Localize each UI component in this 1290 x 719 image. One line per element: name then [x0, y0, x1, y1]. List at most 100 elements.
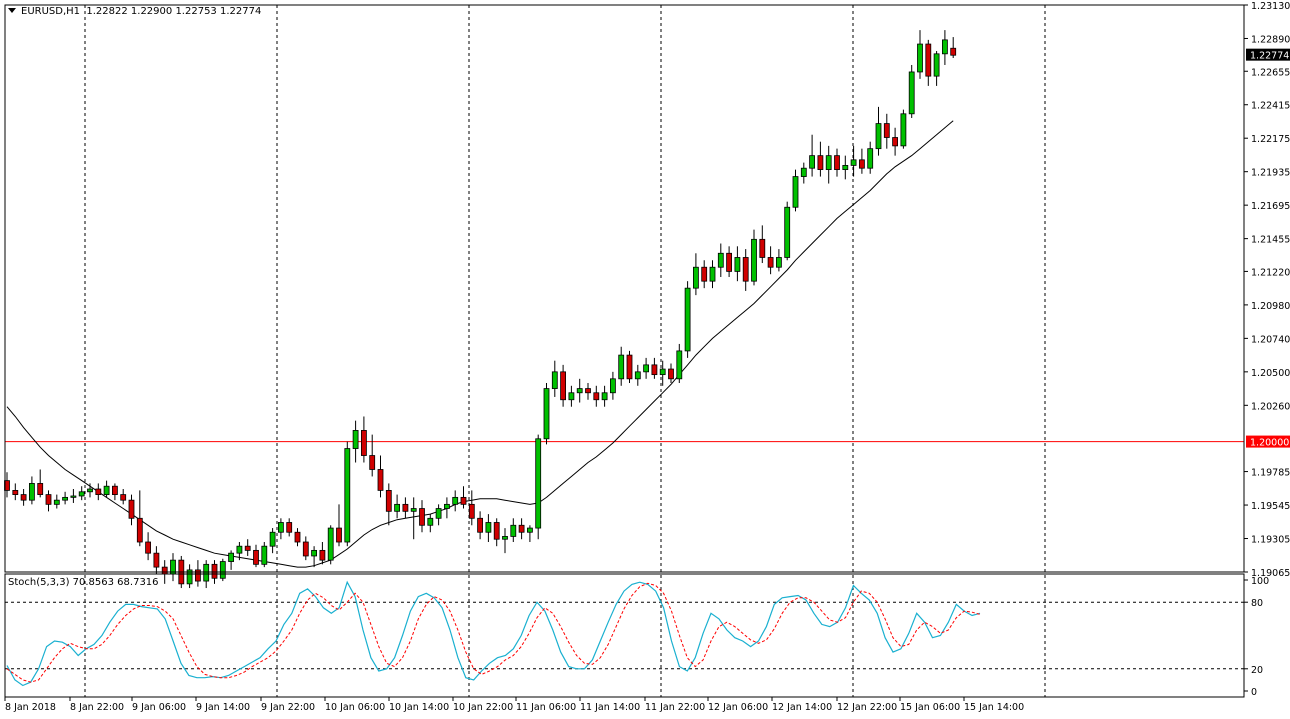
y-tick-label: 1.19065 [1251, 568, 1290, 579]
candle-body-bear [419, 508, 425, 526]
candle-body-bull [53, 499, 60, 505]
stoch-tick-label: 100 [1251, 576, 1269, 587]
candle-98 [817, 141, 824, 177]
candle-20 [170, 553, 176, 582]
candle-body-bear [668, 368, 674, 380]
x-tick-label: 15 Jan 06:00 [900, 702, 960, 713]
level-price-tag-label: 1.20000 [1250, 438, 1289, 449]
candle-90 [751, 229, 757, 286]
candle-40 [336, 504, 342, 547]
candle-4 [37, 469, 44, 498]
candle-56 [468, 490, 475, 526]
candle-63 [527, 525, 533, 543]
stoch-axis: 100 80 20 0 [1244, 576, 1269, 698]
candle-body-bear [726, 252, 732, 272]
candle-37 [311, 546, 318, 568]
candle-46 [385, 483, 392, 526]
candle-body-bull [203, 563, 210, 582]
y-tick-label: 1.20500 [1251, 368, 1290, 379]
price-axis[interactable]: 1.23130 1.22890 1.22655 1.22415 1.22175 1.219… [1244, 1, 1290, 579]
candle-70 [585, 383, 591, 400]
candle-body-bear [402, 503, 409, 512]
candle-body-bear [701, 266, 708, 282]
candle-body-bull [70, 495, 77, 498]
candle-36 [302, 536, 309, 561]
candle-body-bear [385, 490, 392, 512]
stoch-label: Stoch(5,3,3) 70.8563 68.7316 [8, 577, 159, 588]
candle-2 [20, 489, 27, 506]
candle-body-bear [925, 43, 932, 77]
candle-100 [834, 148, 840, 177]
candle-94 [784, 201, 791, 261]
grid-lines [5, 5, 1244, 697]
candle-87 [726, 246, 732, 277]
candle-62 [518, 518, 525, 540]
x-tick-label: 9 Jan 22:00 [261, 702, 315, 713]
x-tick-label: 8 Jan 22:00 [70, 702, 124, 713]
y-tick-label: 1.19545 [1251, 501, 1290, 512]
candle-body-bull [236, 545, 243, 554]
candle-body-bull [784, 206, 791, 258]
time-axis[interactable]: 8 Jan 2018 8 Jan 22:00 9 Jan 06:00 9 Jan 14… [4, 697, 1024, 713]
candle-34 [286, 518, 293, 537]
candle-body-bear [834, 155, 840, 170]
candle-body-bear [468, 503, 475, 519]
candle-45 [377, 455, 384, 498]
candle-body-bear [286, 522, 293, 533]
candle-27 [228, 550, 235, 570]
candle-body-bull [78, 491, 85, 497]
candle-body-bull [311, 549, 318, 557]
candle-body-bear [145, 541, 152, 554]
candle-body-bull [443, 503, 450, 509]
candle-93 [776, 249, 782, 272]
candle-body-bull [933, 53, 940, 77]
candle-71 [593, 385, 600, 407]
candle-body-bull [709, 266, 716, 282]
y-tick-label: 1.22890 [1251, 34, 1290, 45]
candle-10 [87, 483, 93, 498]
candle-38 [319, 542, 326, 565]
candle-body-bull [684, 287, 691, 352]
candle-body-bull [410, 508, 417, 512]
candle-39 [327, 525, 334, 565]
candle-body-bull [659, 368, 666, 376]
candle-body-bear [950, 47, 957, 56]
candle-66 [551, 360, 558, 397]
candle-52 [435, 504, 442, 526]
candle-body-bull [717, 252, 724, 268]
candle-49 [410, 497, 417, 540]
candle-body-bear [244, 545, 251, 551]
candle-body-bull [219, 561, 226, 579]
candle-42 [352, 420, 359, 463]
candle-body-bull [62, 496, 68, 501]
x-tick-label: 12 Jan 14:00 [772, 702, 832, 713]
candle-body-bear [460, 496, 467, 505]
candle-28 [236, 542, 243, 561]
x-tick-label: 12 Jan 06:00 [708, 702, 768, 713]
candle-13 [112, 483, 118, 501]
candle-body-bear [859, 159, 865, 169]
candle-body-bear [12, 490, 19, 495]
y-tick-label: 1.22415 [1251, 101, 1290, 112]
candle-16 [136, 490, 143, 547]
candle-body-bear [742, 257, 749, 282]
candle-body-bull [850, 159, 857, 166]
candle-body-bull [610, 378, 616, 394]
candle-69 [576, 378, 583, 403]
x-tick-label: 10 Jan 14:00 [389, 702, 449, 713]
candle-11 [95, 483, 102, 501]
candle-72 [601, 385, 608, 407]
dropdown-triangle-icon[interactable] [8, 8, 16, 13]
candle-body-bear [294, 531, 301, 543]
candle-body-bear [253, 549, 259, 565]
candle-body-bear [161, 566, 168, 575]
candle-58 [485, 514, 492, 543]
y-tick-label: 1.21935 [1251, 168, 1290, 179]
candle-body-bull [485, 522, 492, 533]
candle-59 [493, 518, 500, 547]
candle-body-bull [394, 503, 401, 512]
candle-99 [825, 145, 832, 184]
candle-body-bear [112, 485, 118, 495]
symbol-label: EURUSD,H1 [21, 6, 81, 17]
candle-43 [360, 416, 367, 463]
